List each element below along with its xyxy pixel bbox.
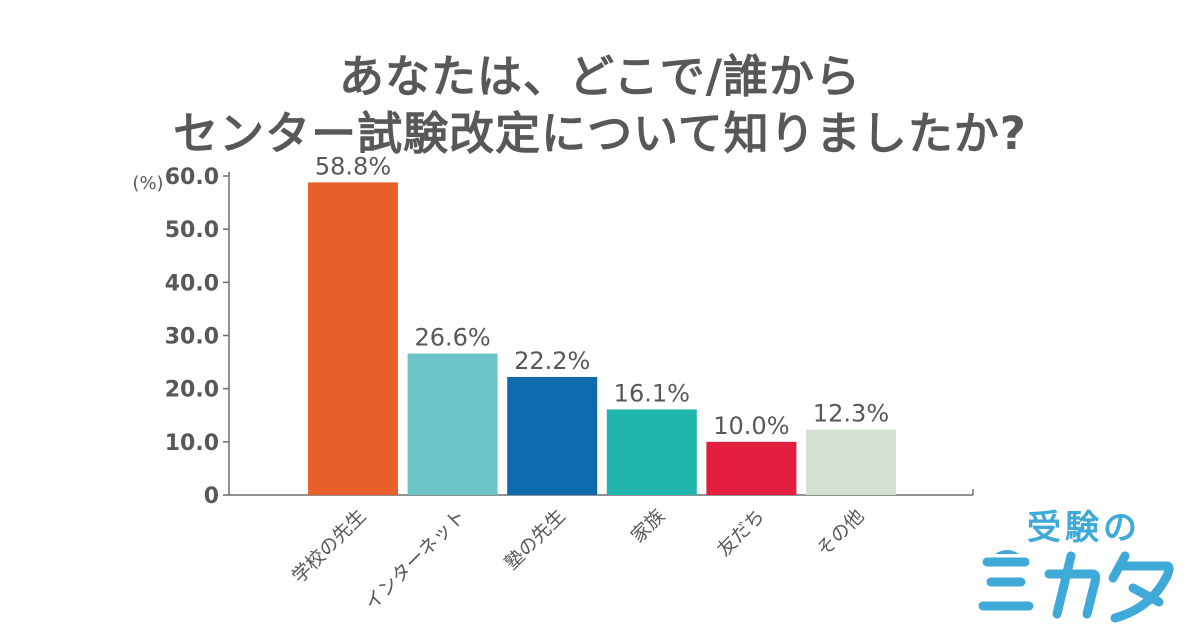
x-category-label: 家族 xyxy=(627,505,669,547)
logo-mark-mikata xyxy=(978,550,1174,623)
title-line-2: センター試験改定について知りましたか? xyxy=(173,107,1027,160)
bar-value-label: 26.6% xyxy=(414,324,490,352)
bar-3 xyxy=(507,376,598,495)
y-tick-label: 30.0 xyxy=(165,325,219,350)
y-tick-label: 50.0 xyxy=(165,218,219,243)
y-tick-label: 20.0 xyxy=(165,378,219,403)
bar-value-label: 58.8% xyxy=(315,152,391,180)
y-tick-label: 40.0 xyxy=(165,271,219,296)
y-tick-label: 0 xyxy=(204,484,219,509)
bar-4 xyxy=(606,409,697,495)
y-tick-label: 60.0 xyxy=(165,165,219,190)
bar-value-label: 16.1% xyxy=(614,379,690,407)
x-category-label: その他 xyxy=(813,505,869,561)
bar-5 xyxy=(706,441,797,495)
bar-6 xyxy=(806,429,896,495)
site-logo: 受験の xyxy=(965,500,1195,625)
x-category-label: 学校の先生 xyxy=(288,505,371,588)
bar-value-label: 10.0% xyxy=(713,412,789,440)
y-tick-label: 10.0 xyxy=(165,431,219,456)
x-category-label: 友だち xyxy=(713,505,769,561)
bar-2 xyxy=(407,353,498,495)
y-unit-label: (%) xyxy=(132,173,163,194)
bar-value-label: 12.3% xyxy=(813,400,889,428)
x-category-label: 塾の先生 xyxy=(500,505,569,574)
bar-1 xyxy=(308,182,398,495)
bar-value-label: 22.2% xyxy=(514,347,590,375)
x-category-label: インターネット xyxy=(361,505,471,615)
title-line-1: あなたは、どこで/誰から xyxy=(338,50,862,103)
logo-word: 受験の xyxy=(1027,508,1141,548)
